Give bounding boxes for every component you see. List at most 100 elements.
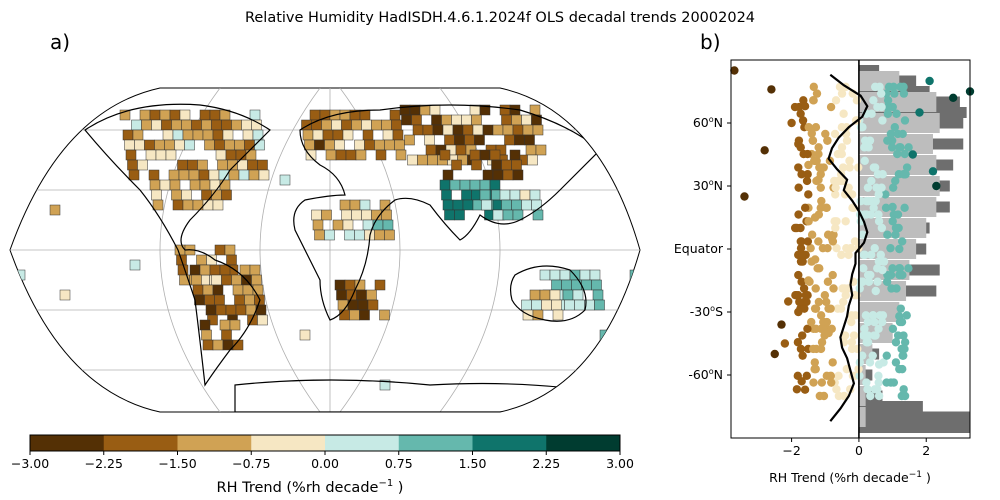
gridbox-cell: [629, 269, 640, 281]
gridbox-trend-point: [876, 89, 886, 98]
gridbox-trend-point: [888, 264, 897, 273]
gridbox-trend-point: [804, 217, 813, 226]
y-tick-label: 60oN: [693, 115, 723, 130]
gridbox-trend-point: [925, 76, 934, 86]
gridbox-cell: [171, 119, 182, 131]
coverage-bar-light: [858, 407, 866, 427]
gridbox-cell: [462, 199, 474, 211]
gridbox-cell: [492, 209, 504, 221]
gridbox-cell: [244, 294, 255, 306]
gridbox-cell: [579, 269, 591, 281]
gridbox-cell: [124, 139, 135, 151]
gridbox-cell: [131, 119, 142, 131]
gridbox-cell: [379, 309, 390, 321]
gridbox-cell: [489, 179, 501, 191]
gridbox-cell: [374, 229, 385, 241]
gridbox-trend-point: [895, 312, 904, 321]
gridbox-cell: [209, 109, 221, 121]
gridbox-cell: [334, 279, 346, 291]
gridbox-trend-point: [860, 324, 869, 333]
gridbox-trend-point: [895, 143, 904, 152]
gridbox-cell: [422, 124, 434, 136]
gridbox-trend-point: [863, 270, 873, 280]
gridbox-cell: [325, 149, 337, 161]
gridbox-trend-point: [891, 230, 900, 239]
gridbox-trend-point: [860, 156, 869, 165]
gridbox-trend-point: [862, 378, 871, 387]
gridbox-trend-point: [883, 96, 893, 105]
gridbox-cell: [472, 124, 484, 136]
y-tick-label: Equator: [674, 241, 724, 256]
gridbox-trend-point: [802, 176, 812, 186]
gridbox-cell: [151, 119, 162, 131]
gridbox-trend-point: [867, 109, 876, 118]
gridbox-trend-point: [807, 317, 816, 327]
gridbox-cell: [122, 129, 134, 141]
gridbox-trend-point: [794, 183, 803, 192]
gridbox-trend-point: [874, 190, 883, 199]
gridbox-trend-point: [827, 234, 837, 243]
gridbox-trend-point: [796, 257, 806, 266]
gridbox-cell: [511, 114, 522, 126]
colorbar-segment: [546, 435, 621, 451]
gridbox-cell: [208, 169, 220, 181]
gridbox-cell: [412, 124, 424, 136]
coverage-bar-dark: [858, 401, 923, 412]
gridbox-cell: [321, 119, 332, 131]
y-tick-label: -60oN: [688, 367, 723, 382]
gridbox-cell: [225, 149, 237, 161]
gridbox-cell: [366, 289, 377, 301]
gridbox-cell: [336, 289, 347, 301]
gridbox-cell: [561, 279, 572, 291]
gridbox-trend-point: [826, 371, 836, 381]
gridbox-cell: [199, 264, 211, 276]
gridbox-trend-point: [844, 183, 853, 192]
gridbox-cell: [501, 114, 512, 126]
gridbox-cell: [381, 119, 392, 131]
gridbox-cell: [172, 129, 184, 141]
gridbox-trend-point: [896, 304, 905, 313]
gridbox-cell: [141, 119, 152, 131]
gridbox-trend-point: [882, 277, 892, 286]
gridbox-trend-point: [900, 203, 909, 213]
gridbox-trend-point: [827, 378, 836, 387]
gridbox-cell: [241, 119, 252, 131]
gridbox-cell: [127, 159, 138, 171]
gridbox-cell: [214, 294, 225, 306]
gridbox-cell: [198, 169, 210, 181]
gridbox-trend-point: [881, 190, 890, 199]
panel-b-label: b): [700, 30, 721, 54]
gridbox-trend-point: [876, 250, 885, 260]
gridbox-trend-point: [810, 358, 819, 367]
coverage-bar-dark: [858, 422, 970, 433]
gridbox-trend-point: [814, 143, 823, 152]
gridbox-cell: [251, 274, 262, 286]
gridbox-trend-point: [877, 317, 887, 327]
gridbox-cell: [134, 139, 145, 151]
gridbox-trend-point: [795, 297, 804, 307]
gridbox-cell: [514, 134, 525, 146]
gridbox-trend-point: [837, 143, 847, 152]
colorbar-tick-label: −3.00: [11, 456, 49, 471]
gridbox-cell: [511, 199, 522, 211]
gridbox-trend-point: [817, 196, 826, 206]
gridbox-cell: [389, 109, 401, 121]
colorbar-segment: [177, 435, 252, 451]
gridbox-cell: [221, 274, 232, 286]
gridbox-trend-point: [861, 311, 871, 320]
gridbox-trend-point: [840, 190, 850, 199]
gridbox-cell: [149, 179, 161, 191]
gridbox-trend-point: [794, 270, 803, 280]
gridbox-cell: [469, 149, 481, 161]
gridbox-cell: [344, 229, 355, 241]
gridbox-trend-point: [831, 223, 840, 233]
gridbox-trend-point: [816, 183, 825, 192]
gridbox-trend-point: [800, 203, 810, 213]
gridbox-cell: [529, 189, 541, 201]
gridbox-cell: [341, 119, 352, 131]
gridbox-trend-point: [874, 217, 884, 226]
gridbox-cell: [479, 179, 491, 191]
gridbox-trend-point: [823, 136, 832, 145]
x-tick-label: −2: [782, 443, 800, 458]
gridbox-cell: [219, 319, 231, 331]
